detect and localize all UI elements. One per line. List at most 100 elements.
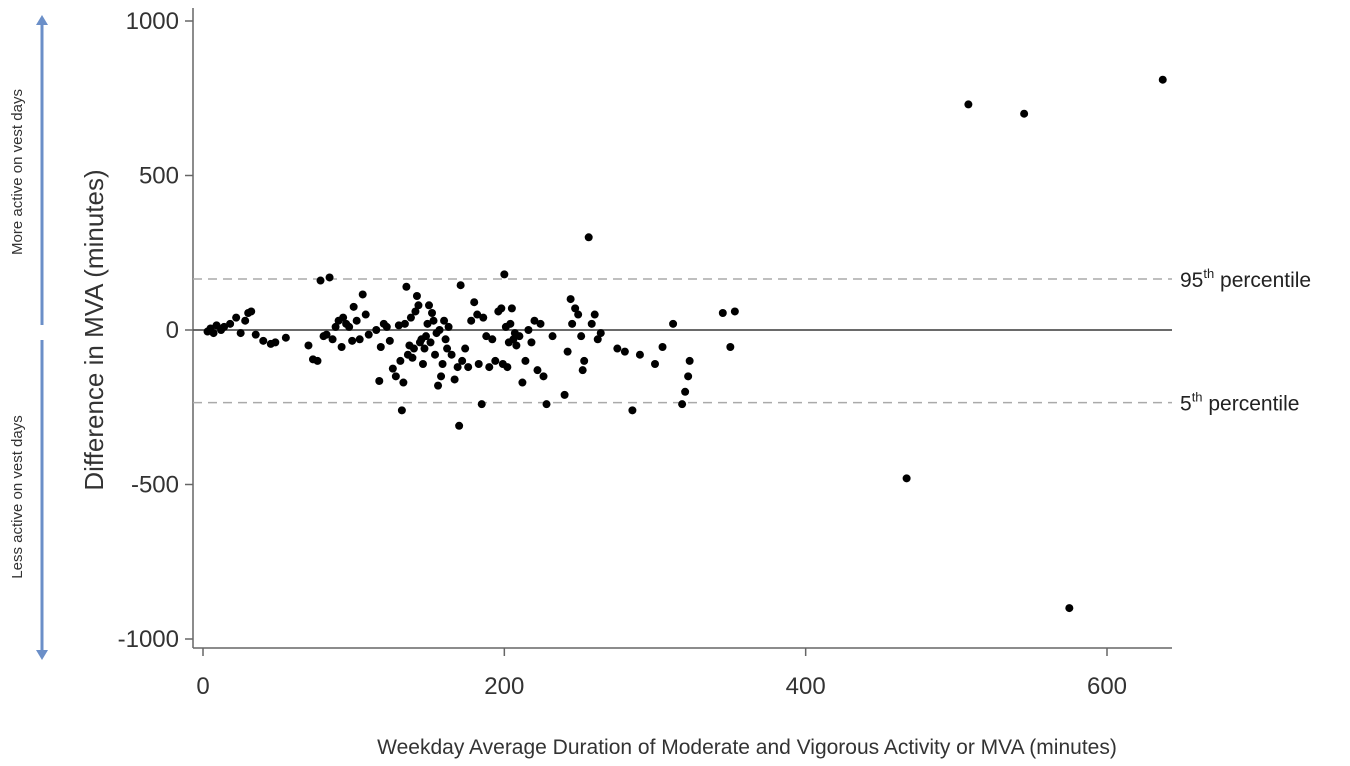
data-point <box>518 378 527 387</box>
data-point <box>396 356 405 365</box>
data-point <box>399 378 408 387</box>
data-point <box>435 326 444 334</box>
y-tick-label: -1000 <box>118 626 179 653</box>
data-point <box>382 322 391 331</box>
data-point <box>400 319 409 328</box>
x-tick-label: 400 <box>786 673 826 700</box>
data-point <box>394 321 403 330</box>
data-point <box>458 356 467 365</box>
data-point <box>372 326 381 334</box>
data-point <box>521 356 530 365</box>
data-point <box>397 406 406 415</box>
data-point <box>409 344 418 353</box>
data-point <box>331 322 340 331</box>
x-tick-label: 200 <box>484 673 524 700</box>
percentile-label: 95th percentile <box>1180 266 1311 292</box>
data-point <box>304 341 313 350</box>
data-point <box>420 344 429 353</box>
data-point <box>402 282 411 291</box>
data-point <box>322 330 331 339</box>
data-point <box>220 322 229 331</box>
y-tick-label: 0 <box>166 317 179 344</box>
data-point <box>488 335 497 344</box>
data-point <box>560 390 569 399</box>
data-point <box>421 332 430 341</box>
data-point <box>1158 75 1167 84</box>
upper-side-label: More active on vest days <box>9 89 26 255</box>
data-point <box>259 336 268 345</box>
data-point <box>596 329 605 338</box>
data-point <box>500 270 509 279</box>
data-point <box>563 347 572 356</box>
data-point <box>524 326 533 334</box>
data-point <box>425 301 433 310</box>
data-point <box>613 344 622 353</box>
data-point <box>533 366 542 375</box>
data-point <box>506 319 515 328</box>
data-point <box>587 319 596 328</box>
data-point <box>651 359 659 368</box>
data-point <box>441 335 450 344</box>
data-point <box>271 338 280 347</box>
data-point <box>349 302 358 311</box>
data-point <box>477 400 486 409</box>
data-point <box>473 310 482 319</box>
data-point <box>337 342 346 351</box>
x-tick-label: 0 <box>196 673 209 700</box>
data-point <box>678 400 687 409</box>
data-point <box>1020 109 1029 118</box>
data-point <box>443 344 452 353</box>
plot-area: 1000 500 0 -500 -1000 0 200 400 600 95th percenti… <box>118 8 1311 700</box>
y-tick-label: -500 <box>131 472 179 499</box>
data-point <box>325 273 334 282</box>
data-point <box>375 376 384 385</box>
data-point <box>406 313 415 322</box>
data-point <box>577 332 586 341</box>
data-point <box>574 310 583 319</box>
data-point <box>568 319 577 328</box>
data-point <box>684 372 693 381</box>
data-point <box>455 421 464 430</box>
data-point <box>669 319 678 328</box>
data-point <box>316 276 325 285</box>
data-point <box>530 316 539 325</box>
data-point <box>450 375 459 384</box>
data-point <box>431 350 440 359</box>
data-point <box>209 329 218 338</box>
y-axis-title: Difference in MVA (minutes) <box>79 169 109 490</box>
data-point <box>578 366 587 375</box>
data-point <box>348 336 357 345</box>
data-point <box>456 281 465 290</box>
data-point <box>461 344 470 353</box>
data-point <box>964 100 973 109</box>
data-point <box>681 387 690 396</box>
data-point <box>423 319 432 328</box>
data-point <box>358 290 367 299</box>
data-point <box>580 356 589 365</box>
data-point <box>503 363 512 372</box>
data-point <box>355 335 364 344</box>
data-point <box>512 341 521 350</box>
data-point <box>428 309 437 318</box>
data-point <box>437 372 446 381</box>
data-point <box>385 336 394 345</box>
data-point <box>391 372 400 381</box>
data-point <box>313 356 322 365</box>
data-point <box>497 304 506 313</box>
data-point <box>352 316 361 325</box>
y-tick-label: 500 <box>139 163 179 190</box>
data-point <box>593 335 602 344</box>
data-point <box>447 350 456 359</box>
data-point <box>388 364 397 373</box>
data-point <box>438 359 447 368</box>
data-point <box>411 307 420 316</box>
data-point <box>470 298 479 307</box>
x-tick-label: 600 <box>1087 673 1127 700</box>
data-point <box>453 363 462 372</box>
data-point <box>726 342 735 351</box>
data-point <box>232 313 241 322</box>
side-annotations: More active on vest days Less active on … <box>9 15 48 660</box>
data-point <box>339 313 348 322</box>
data-point <box>426 338 435 347</box>
